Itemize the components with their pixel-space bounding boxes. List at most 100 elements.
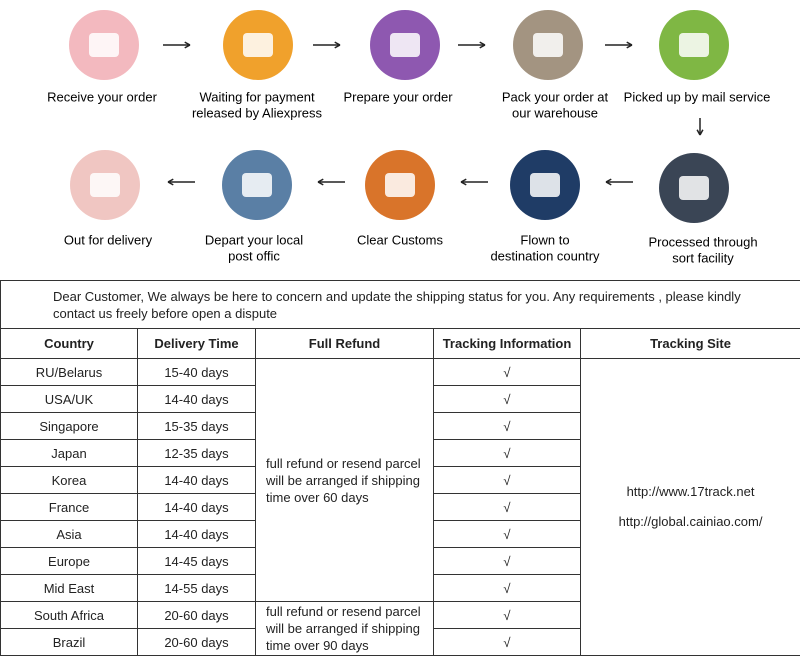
step-label: Depart your local: [205, 232, 303, 247]
step-label: Picked up by mail service: [624, 89, 771, 104]
cell-text: Japan: [51, 445, 87, 461]
cell: √: [433, 601, 581, 629]
cell-text: http://www.17track.net: [626, 484, 755, 499]
cell: Asia: [0, 520, 138, 548]
cell: 12-35 days: [137, 439, 256, 467]
step-label: Out for delivery: [64, 232, 153, 247]
cell: 14-45 days: [137, 547, 256, 575]
cell-text: √: [503, 391, 511, 407]
cell: √: [433, 493, 581, 521]
cell-text: http://global.cainiao.com/: [618, 514, 763, 529]
header-cell: Country: [0, 328, 138, 359]
cell-text: √: [503, 607, 511, 623]
icon-glyph: [390, 33, 420, 57]
arrow-head: [605, 178, 612, 186]
cell: RU/Belarus: [0, 358, 138, 386]
step-label: Prepare your order: [343, 89, 453, 104]
arrow-head: [167, 178, 174, 186]
cell: √: [433, 520, 581, 548]
cell: 14-40 days: [137, 493, 256, 521]
cell-text: √: [503, 526, 511, 542]
cell-text: √: [503, 580, 511, 596]
step-label: destination country: [490, 248, 600, 263]
cell: Korea: [0, 466, 138, 494]
cell-text: Dear Customer, We always be here to conc…: [53, 288, 741, 304]
cell: Japan: [0, 439, 138, 467]
cell: Singapore: [0, 412, 138, 440]
cell: Europe: [0, 547, 138, 575]
refund-cell: full refund or resend parcel will be arra…: [255, 601, 434, 656]
step-label: Flown to: [520, 232, 569, 247]
icon-glyph: [679, 176, 709, 200]
notice: Dear Customer, We always be here to conc…: [0, 280, 800, 329]
cell-text: full refund or resend parcel: [266, 604, 421, 619]
cell-text: Korea: [51, 472, 87, 488]
step-label: Pack your order at: [502, 89, 609, 104]
process-flow: Receive your order Waiting for paymentrel…: [47, 10, 771, 265]
cell-text: √: [503, 499, 511, 515]
cell-text: √: [503, 553, 511, 569]
cell-text: 12-35 days: [164, 445, 229, 461]
table-row: Mid East 14-55 days √: [0, 574, 800, 602]
cell-text: Delivery Time: [154, 336, 239, 351]
cell: Brazil: [0, 628, 138, 656]
cell-text: Full Refund: [308, 336, 381, 351]
step-label: released by Aliexpress: [192, 105, 323, 120]
arrow-head: [460, 178, 467, 186]
cell: Mid East: [0, 574, 138, 602]
notice-row: Dear Customer, We always be here to conc…: [0, 280, 800, 329]
icon-glyph: [533, 33, 563, 57]
cell-text: √: [503, 418, 511, 434]
cell: √: [433, 466, 581, 494]
cell-text: Singapore: [39, 418, 99, 434]
arrow-head: [334, 41, 341, 49]
arrow-head: [317, 178, 324, 186]
step-label: Waiting for payment: [199, 89, 315, 104]
table-row: Japan 12-35 days √: [0, 439, 800, 467]
cell-text: Europe: [48, 553, 90, 569]
cell: 14-40 days: [137, 385, 256, 413]
header-row: Country Delivery Time Full Refund Tracking …: [0, 328, 800, 359]
cell-text: Asia: [56, 526, 82, 542]
header-cell: Full Refund: [255, 328, 434, 359]
cell-text: will be arranged if shipping: [266, 621, 420, 636]
table-row: Asia 14-40 days √: [0, 520, 800, 548]
cell-text: √: [503, 634, 511, 650]
table-row: Europe 14-45 days √: [0, 547, 800, 575]
cell-text: contact us freely before open a dispute: [53, 305, 278, 321]
cell: 20-60 days: [137, 628, 256, 656]
cell: 20-60 days: [137, 601, 256, 629]
step-label: our warehouse: [512, 105, 598, 120]
cell-text: 15-40 days: [164, 364, 229, 380]
header-cell: Tracking Information: [433, 328, 581, 359]
arrow-head: [184, 41, 191, 49]
cell-text: 14-40 days: [164, 499, 229, 515]
cell-text: 20-60 days: [164, 607, 229, 623]
cell: √: [433, 358, 581, 386]
cell-text: USA/UK: [44, 391, 94, 407]
table-row: RU/Belarus 15-40 days full refund or resen…: [0, 358, 800, 656]
cell: 14-40 days: [137, 466, 256, 494]
step-label: Clear Customs: [357, 232, 443, 247]
cell-text: will be arranged if shipping: [266, 472, 420, 488]
cell: √: [433, 547, 581, 575]
cell-text: 14-40 days: [164, 391, 229, 407]
cell-text: √: [503, 472, 511, 488]
icon-glyph: [242, 173, 272, 197]
table-row: Singapore 15-35 days √: [0, 412, 800, 440]
header-cell: Delivery Time: [137, 328, 256, 359]
cell: √: [433, 628, 581, 656]
refund-cell: full refund or resend parcel will be arra…: [255, 358, 434, 602]
icon-glyph: [89, 33, 119, 57]
icon-glyph: [90, 173, 120, 197]
cell-text: Country: [44, 336, 94, 351]
cell: 15-40 days: [137, 358, 256, 386]
cell: France: [0, 493, 138, 521]
cell-text: time over 90 days: [266, 638, 369, 653]
cell-text: √: [503, 445, 511, 461]
cell: 14-55 days: [137, 574, 256, 602]
cell-text: Mid East: [43, 580, 95, 596]
icon-glyph: [679, 33, 709, 57]
cell: 15-35 days: [137, 412, 256, 440]
